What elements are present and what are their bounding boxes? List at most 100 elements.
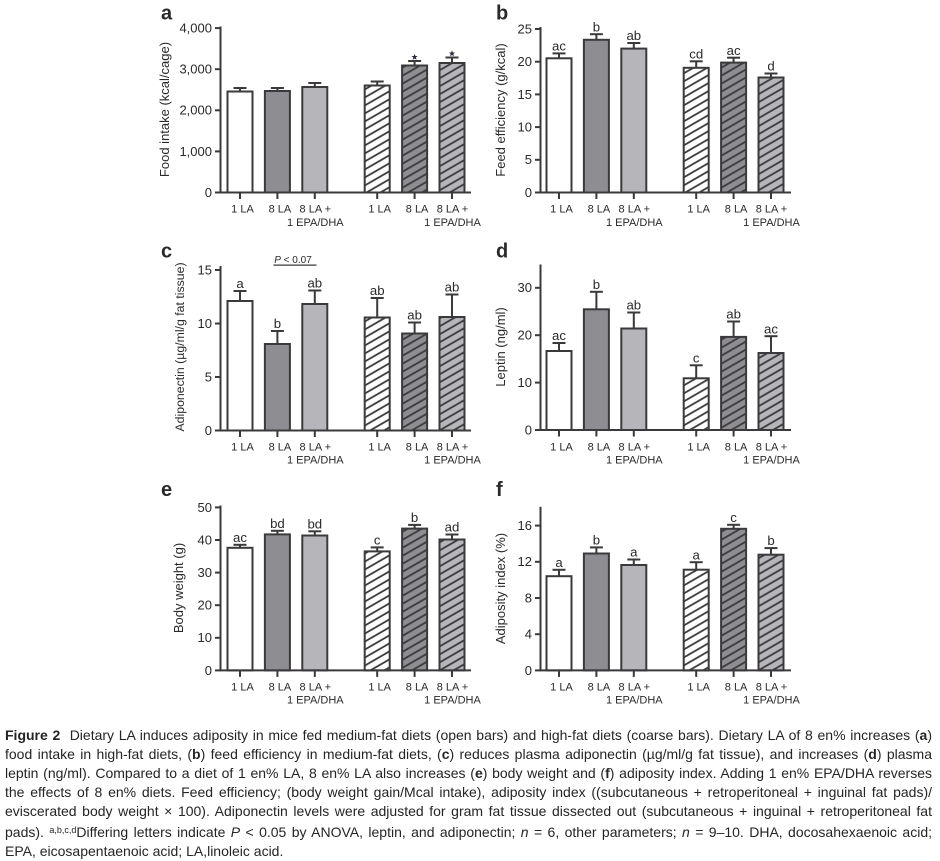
svg-text:1 EPA/DHA: 1 EPA/DHA — [287, 455, 344, 467]
svg-text:1 EPA/DHA: 1 EPA/DHA — [743, 695, 800, 707]
svg-text:1 EPA/DHA: 1 EPA/DHA — [424, 455, 481, 467]
svg-text:1 EPA/DHA: 1 EPA/DHA — [287, 695, 344, 707]
svg-text:3,000: 3,000 — [179, 62, 212, 77]
svg-text:ab: ab — [626, 298, 641, 313]
svg-text:1 EPA/DHA: 1 EPA/DHA — [743, 455, 800, 467]
svg-text:1 LA: 1 LA — [231, 681, 254, 693]
svg-text:Adiposity index (%): Adiposity index (%) — [493, 533, 508, 644]
svg-text:0: 0 — [525, 185, 532, 200]
svg-text:1 LA: 1 LA — [368, 441, 391, 453]
svg-text:40: 40 — [198, 532, 212, 547]
svg-text:Adiponectin (µg/ml/g fat tissu: Adiponectin (µg/ml/g fat tissue) — [173, 262, 187, 431]
svg-text:8 LA: 8 LA — [269, 204, 292, 216]
svg-text:15: 15 — [198, 262, 212, 277]
svg-text:20: 20 — [518, 328, 532, 343]
svg-text:c: c — [161, 241, 172, 263]
svg-text:d: d — [496, 241, 508, 263]
svg-text:8 LA +: 8 LA + — [437, 204, 469, 216]
svg-text:30: 30 — [518, 280, 532, 295]
svg-text:8 LA +: 8 LA + — [619, 681, 651, 693]
svg-text:b: b — [593, 533, 600, 548]
svg-text:1 EPA/DHA: 1 EPA/DHA — [606, 455, 663, 467]
svg-text:ac: ac — [727, 43, 741, 58]
svg-text:1,000: 1,000 — [179, 144, 212, 159]
svg-text:c: c — [730, 510, 737, 525]
svg-text:10: 10 — [198, 630, 212, 645]
svg-text:1 LA: 1 LA — [231, 204, 254, 216]
svg-text:25: 25 — [518, 21, 532, 36]
svg-text:4,000: 4,000 — [179, 21, 212, 36]
svg-text:1 LA: 1 LA — [550, 441, 573, 453]
svg-text:8 LA: 8 LA — [406, 681, 429, 693]
svg-text:ab: ab — [370, 283, 385, 298]
svg-text:8 LA: 8 LA — [269, 441, 292, 453]
svg-text:8 LA +: 8 LA + — [300, 441, 332, 453]
svg-text:10: 10 — [198, 316, 212, 331]
svg-text:1 LA: 1 LA — [687, 441, 710, 453]
svg-text:8 LA +: 8 LA + — [437, 441, 469, 453]
svg-text:15: 15 — [518, 87, 532, 102]
svg-text:Body weight (g): Body weight (g) — [171, 543, 186, 633]
svg-text:Feed efficiency (g/kcal): Feed efficiency (g/kcal) — [493, 43, 508, 176]
svg-text:8 LA: 8 LA — [725, 681, 748, 693]
svg-text:a: a — [236, 276, 244, 291]
svg-text:ab: ab — [307, 276, 322, 291]
svg-text:ab: ab — [407, 308, 422, 323]
svg-text:ac: ac — [552, 39, 566, 54]
svg-text:1 LA: 1 LA — [550, 681, 573, 693]
svg-text:8 LA: 8 LA — [588, 681, 611, 693]
svg-text:0: 0 — [525, 663, 532, 678]
svg-text:0: 0 — [525, 422, 532, 437]
svg-text:8 LA: 8 LA — [725, 204, 748, 216]
svg-text:1 EPA/DHA: 1 EPA/DHA — [287, 217, 344, 229]
svg-text:2,000: 2,000 — [179, 103, 212, 118]
svg-text:ac: ac — [764, 321, 778, 336]
svg-text:4: 4 — [525, 627, 532, 642]
svg-text:8 LA +: 8 LA + — [756, 441, 788, 453]
svg-text:1 LA: 1 LA — [550, 204, 573, 216]
svg-text:0: 0 — [205, 185, 212, 200]
svg-text:8 LA +: 8 LA + — [437, 681, 469, 693]
svg-text:8 LA +: 8 LA + — [756, 681, 788, 693]
svg-text:Leptin (ng/ml): Leptin (ng/ml) — [493, 307, 508, 386]
svg-text:a: a — [630, 545, 638, 560]
svg-text:P < 0.07: P < 0.07 — [274, 255, 312, 266]
svg-text:50: 50 — [198, 500, 212, 515]
svg-text:c: c — [374, 533, 381, 548]
svg-text:e: e — [161, 479, 172, 501]
svg-text:ac: ac — [233, 530, 247, 545]
svg-text:c: c — [693, 350, 700, 365]
svg-text:d: d — [767, 59, 774, 74]
svg-text:8 LA +: 8 LA + — [756, 204, 788, 216]
svg-text:8 LA: 8 LA — [269, 681, 292, 693]
svg-text:ac: ac — [552, 328, 566, 343]
svg-text:1 EPA/DHA: 1 EPA/DHA — [606, 217, 663, 229]
svg-text:5: 5 — [525, 152, 532, 167]
svg-text:b: b — [496, 3, 508, 25]
svg-text:1 LA: 1 LA — [687, 681, 710, 693]
svg-text:1 EPA/DHA: 1 EPA/DHA — [743, 217, 800, 229]
svg-text:f: f — [496, 479, 503, 501]
svg-text:b: b — [593, 277, 600, 292]
svg-text:1 LA: 1 LA — [368, 681, 391, 693]
svg-text:b: b — [411, 510, 418, 525]
svg-text:8 LA: 8 LA — [588, 441, 611, 453]
svg-text:8 LA: 8 LA — [588, 204, 611, 216]
svg-text:12: 12 — [518, 554, 532, 569]
svg-text:1 EPA/DHA: 1 EPA/DHA — [606, 695, 663, 707]
svg-text:20: 20 — [198, 598, 212, 613]
svg-text:8 LA: 8 LA — [406, 441, 429, 453]
svg-text:bd: bd — [307, 516, 322, 531]
svg-text:20: 20 — [518, 54, 532, 69]
svg-text:5: 5 — [205, 369, 212, 384]
svg-text:10: 10 — [518, 375, 532, 390]
svg-text:1 LA: 1 LA — [368, 204, 391, 216]
svg-text:10: 10 — [518, 120, 532, 135]
svg-text:8 LA +: 8 LA + — [300, 204, 332, 216]
svg-text:ab: ab — [726, 307, 741, 322]
svg-text:ab: ab — [445, 280, 460, 295]
svg-text:b: b — [593, 19, 600, 34]
svg-text:8 LA: 8 LA — [725, 441, 748, 453]
svg-text:8 LA: 8 LA — [406, 204, 429, 216]
svg-text:0: 0 — [205, 663, 212, 678]
